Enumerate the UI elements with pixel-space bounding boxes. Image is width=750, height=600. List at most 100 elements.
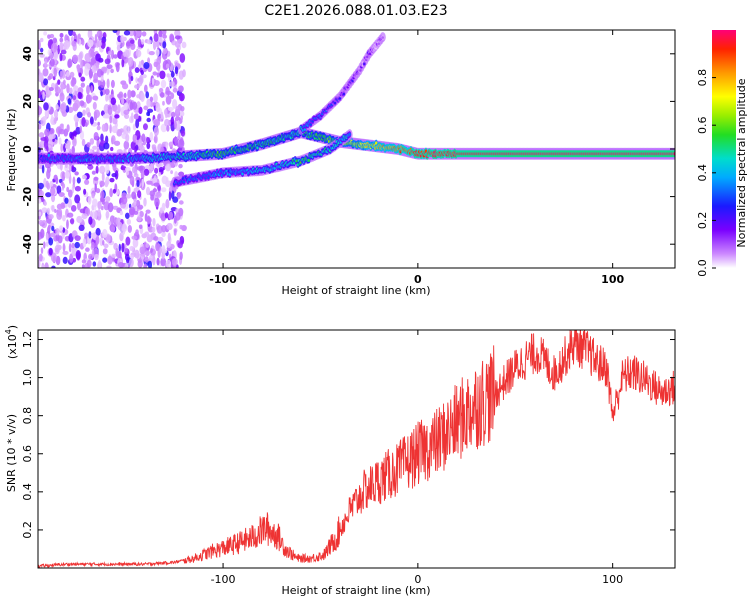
noise-blob (121, 223, 128, 233)
noise-blob (136, 179, 140, 188)
noise-blob (112, 163, 117, 172)
noise-blob (165, 141, 169, 150)
noise-blob (59, 41, 64, 52)
noise-blob (170, 70, 175, 78)
noise-blob (74, 241, 80, 249)
noise-blob (160, 257, 167, 267)
noise-blob (67, 60, 72, 69)
noise-blob (95, 227, 101, 236)
noise-blob (143, 263, 148, 268)
noise-blob (49, 33, 55, 39)
noise-blob (124, 113, 130, 120)
noise-blob (60, 101, 67, 112)
noise-blob (39, 37, 44, 43)
noise-blob (53, 117, 57, 124)
noise-blob (84, 63, 91, 70)
noise-blob (159, 246, 163, 254)
noise-blob (105, 196, 111, 202)
spectrogram-y-label: Frequency (Hz) (5, 109, 18, 192)
noise-blob (58, 137, 62, 145)
noise-blob (54, 208, 57, 214)
y-tick-label: 0.8 (21, 407, 34, 425)
noise-blob (81, 259, 87, 264)
noise-blob (70, 79, 76, 87)
noise-blob (174, 66, 179, 75)
noise-blob (69, 218, 75, 224)
noise-blob (74, 171, 79, 176)
noise-blob (82, 109, 86, 116)
noise-blob (147, 260, 153, 268)
noise-blob (62, 242, 66, 253)
noise-blob (42, 91, 45, 100)
noise-blob (137, 190, 142, 199)
noise-blob (67, 98, 72, 105)
noise-blob (152, 188, 158, 193)
noise-blob (140, 39, 145, 45)
noise-blob (177, 119, 180, 130)
noise-blob (125, 41, 131, 47)
noise-blob (86, 259, 92, 268)
noise-blob (49, 127, 55, 135)
noise-blob (85, 247, 90, 252)
noise-blob (78, 56, 81, 63)
noise-blob (43, 241, 46, 249)
y-tick-label: 1.2 (21, 331, 34, 349)
colorbar-tick-label: 0.2 (696, 212, 709, 230)
noise-blob (125, 133, 130, 143)
noise-blob (60, 49, 67, 55)
noise-blob (96, 125, 101, 131)
noise-blob (111, 172, 118, 178)
noise-blob (127, 89, 132, 100)
noise-blob (123, 30, 131, 36)
noise-blob (102, 228, 108, 239)
noise-blob (155, 102, 161, 113)
noise-blob (136, 94, 141, 99)
noise-blob (76, 201, 81, 211)
noise-blob (158, 36, 163, 43)
noise-blob (174, 79, 178, 85)
noise-blob (48, 214, 54, 220)
noise-blob (43, 102, 49, 111)
noise-blob (67, 145, 71, 152)
noise-blob (154, 167, 159, 174)
noise-blob (39, 53, 45, 58)
noise-blob (69, 131, 73, 139)
noise-blob (100, 75, 104, 83)
noise-blob (92, 198, 98, 208)
noise-blob (81, 213, 88, 220)
noise-blob (72, 95, 77, 101)
chart-title: C2E1.2026.088.01.03.E23 (264, 3, 447, 19)
noise-blob (39, 47, 44, 53)
noise-blob (102, 257, 108, 263)
noise-blob (158, 171, 161, 177)
noise-blob (153, 33, 159, 42)
noise-blob (62, 215, 66, 222)
noise-blob (57, 208, 63, 217)
noise-blob (78, 72, 82, 78)
noise-blob (152, 177, 157, 185)
noise-blob (64, 197, 69, 204)
noise-blob (174, 135, 177, 146)
noise-blob (53, 174, 58, 181)
noise-blob (149, 131, 154, 141)
noise-blob (148, 50, 155, 56)
noise-blob (74, 99, 81, 109)
noise-blob (42, 68, 49, 77)
noise-blob (170, 92, 175, 100)
noise-blob (63, 40, 70, 50)
noise-blob (165, 90, 172, 95)
noise-blob (166, 222, 173, 231)
noise-blob (134, 67, 140, 73)
noise-blob (81, 264, 85, 268)
noise-blob (59, 37, 64, 43)
noise-blob (112, 188, 116, 194)
noise-blob (152, 217, 156, 227)
noise-blob (181, 41, 187, 49)
noise-blob (127, 185, 131, 195)
colorbar-tick-label: 0.4 (696, 164, 709, 182)
noise-blob (116, 93, 123, 99)
noise-blob (64, 171, 70, 179)
noise-blob (62, 183, 66, 189)
noise-blob (38, 106, 43, 116)
noise-blob (67, 212, 74, 218)
